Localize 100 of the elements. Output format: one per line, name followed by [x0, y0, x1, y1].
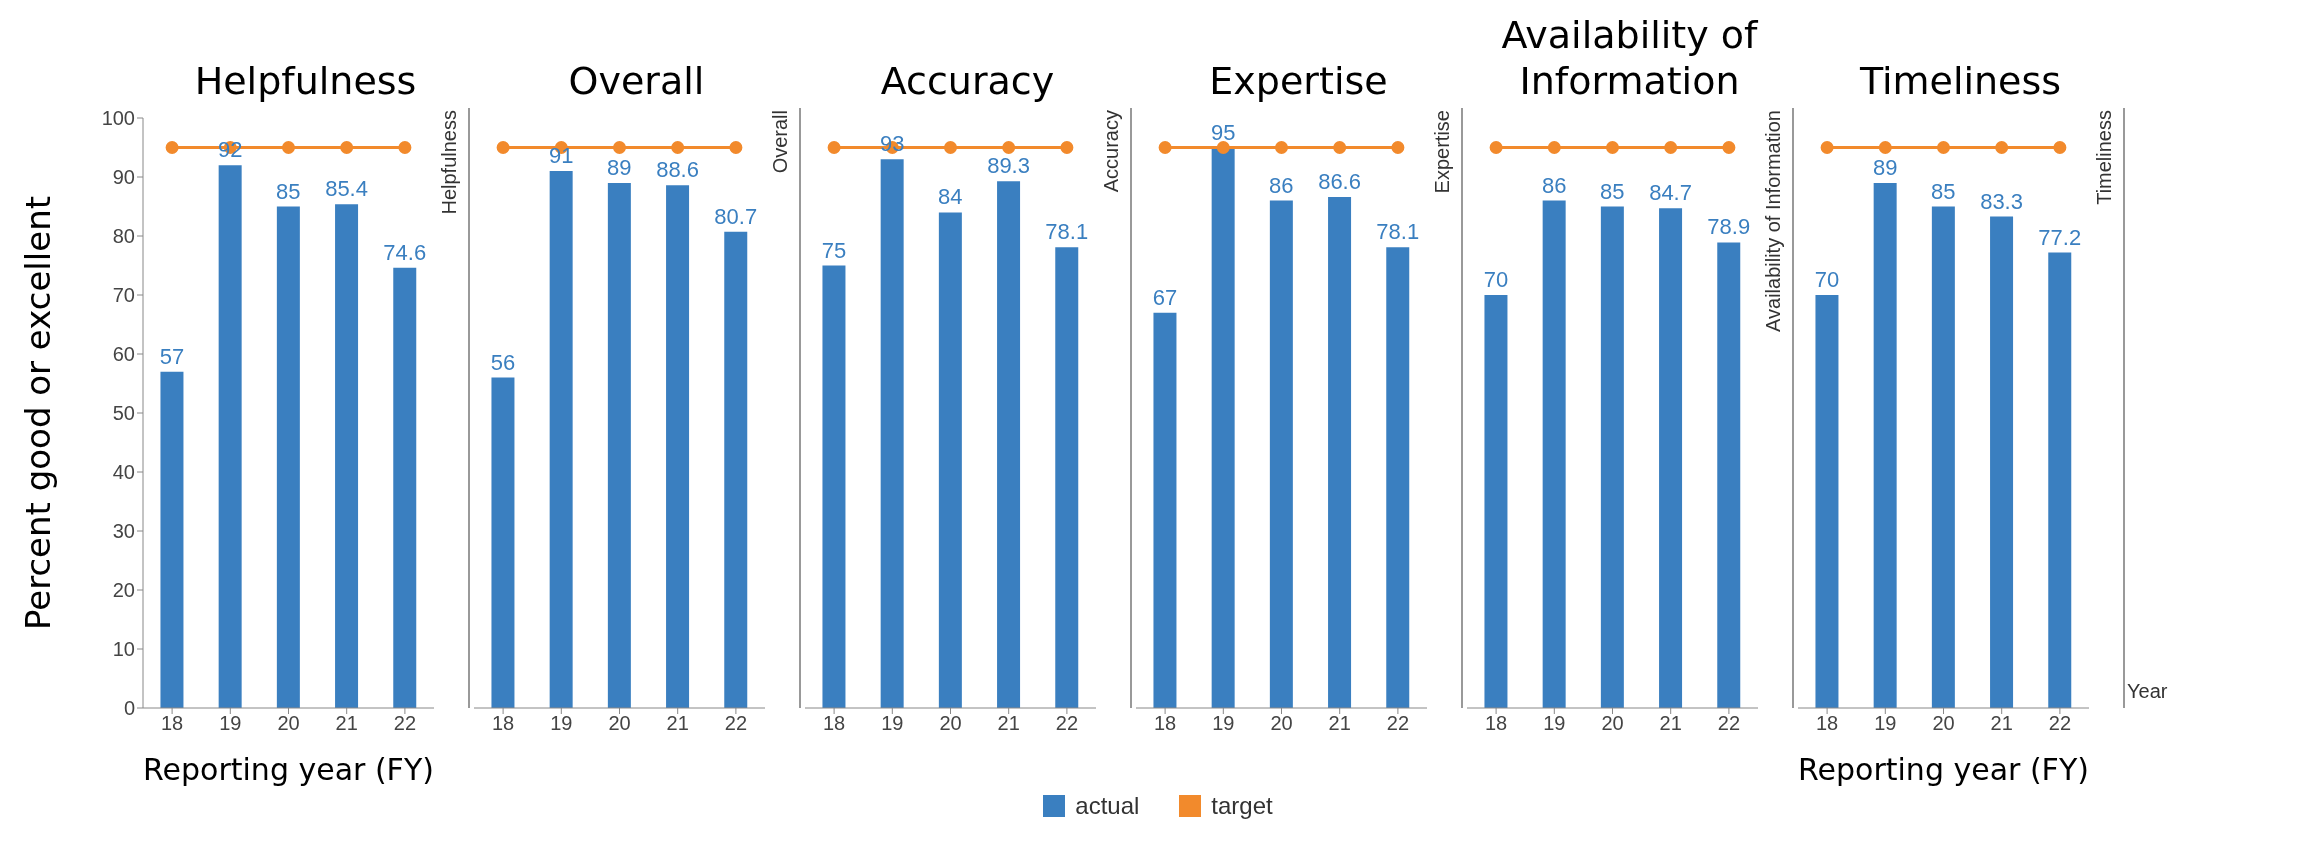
- x-tick-label: 21: [335, 712, 358, 735]
- bar: [549, 171, 573, 708]
- x-tick-label: 20: [1270, 712, 1293, 735]
- legend-label: actual: [1075, 792, 1140, 820]
- data-label: 91: [548, 143, 574, 169]
- y-tick-label: 70: [112, 284, 135, 307]
- data-label: 89.3: [987, 153, 1030, 179]
- x-axis-title: Reporting year (FY): [1798, 752, 2089, 787]
- data-label: 78.1: [1376, 219, 1420, 245]
- x-tick-label: 19: [1212, 712, 1235, 735]
- data-label: 77.2: [2038, 224, 2082, 250]
- bar: [1211, 147, 1235, 708]
- data-label: 85: [1931, 178, 1956, 204]
- x-tick-label: 19: [219, 712, 242, 735]
- bar: [938, 212, 962, 708]
- x-tick-label: 22: [724, 712, 748, 735]
- x-axis-title: Reporting year (FY): [143, 752, 434, 787]
- data-label: 78.9: [1707, 214, 1751, 240]
- x-tick-label: 22: [393, 712, 417, 735]
- x-tick-label: 19: [881, 712, 904, 735]
- bar: [1484, 295, 1508, 708]
- bar: [1269, 200, 1293, 708]
- bar: [276, 206, 300, 708]
- x-tick-label: 18: [160, 712, 184, 735]
- chart-title: Timeliness: [1858, 58, 2063, 105]
- text: Year: [2127, 680, 2168, 703]
- y-tick-label: 90: [112, 166, 135, 189]
- x-tick-label: 20: [608, 712, 631, 735]
- chart-title: Availability of Information: [1500, 12, 1759, 105]
- text: Accuracy: [1100, 110, 1123, 193]
- x-tick-label: 18: [491, 712, 515, 735]
- bar: [1659, 208, 1683, 708]
- x-tick-label: 21: [666, 712, 689, 735]
- bar: [1386, 247, 1410, 708]
- y-tick-label: 80: [112, 225, 135, 248]
- x-tick-label: 19: [1543, 712, 1566, 735]
- x-tick-label: 20: [1932, 712, 1955, 735]
- text: Helpfulness: [438, 110, 461, 215]
- x-tick-label: 21: [1328, 712, 1351, 735]
- data-label: 74.6: [383, 239, 427, 265]
- x-tick-label: 22: [1386, 712, 1410, 735]
- y-tick-label: 30: [112, 520, 135, 543]
- x-tick-label: 18: [1815, 712, 1839, 735]
- y-tick-label: 100: [101, 107, 135, 130]
- data-label: 86: [1269, 172, 1294, 198]
- bar: [666, 185, 690, 708]
- data-label: 83.3: [1980, 188, 2023, 214]
- bar: [491, 377, 515, 708]
- bar: [880, 159, 904, 708]
- bar: [1542, 200, 1566, 708]
- bar: [997, 181, 1021, 708]
- data-label: 89: [1872, 154, 1898, 180]
- data-label: 85: [1600, 178, 1625, 204]
- text: Timeliness: [2093, 110, 2116, 205]
- data-label: 84.7: [1649, 180, 1692, 206]
- data-label: 70: [1814, 267, 1840, 292]
- y-tick-label: 10: [112, 638, 135, 661]
- x-tick-label: 21: [997, 712, 1020, 735]
- x-tick-label: 18: [822, 712, 846, 735]
- data-label: 78.1: [1045, 219, 1089, 245]
- data-label: 86: [1541, 172, 1567, 198]
- data-label: 88.6: [656, 157, 699, 183]
- chart-title: Expertise: [1208, 58, 1389, 105]
- data-label: 57: [159, 343, 185, 369]
- data-label: 86.6: [1318, 169, 1361, 195]
- y-tick-label: 50: [112, 402, 135, 425]
- y-tick-label: 60: [112, 343, 135, 366]
- data-label: 80.7: [714, 203, 758, 229]
- x-tick-label: 21: [1659, 712, 1682, 735]
- bar: [1328, 197, 1352, 708]
- x-tick-label: 22: [1717, 712, 1741, 735]
- data-label: 67: [1152, 284, 1178, 310]
- bar: [218, 165, 242, 708]
- data-label: 89: [607, 154, 632, 180]
- x-tick-label: 21: [1990, 712, 2013, 735]
- text: Availability of Information: [1762, 110, 1785, 332]
- chart-title: Overall: [567, 58, 706, 105]
- y-axis-title: Percent good or excellent: [18, 195, 59, 631]
- data-label: 56: [490, 349, 516, 375]
- data-label: 85: [276, 178, 301, 204]
- data-label: 70: [1483, 267, 1509, 292]
- x-tick-label: 22: [1055, 712, 1079, 735]
- x-tick-label: 19: [550, 712, 573, 735]
- x-tick-label: 18: [1153, 712, 1177, 735]
- x-tick-label: 22: [2048, 712, 2072, 735]
- bar: [724, 231, 748, 708]
- bar: [335, 204, 359, 708]
- bar: [1153, 312, 1177, 708]
- legend-label: target: [1211, 792, 1273, 820]
- x-tick-label: 19: [1874, 712, 1897, 735]
- bar: [822, 265, 846, 708]
- bar: [607, 182, 631, 708]
- chart-title: Accuracy: [879, 58, 1056, 105]
- bar: [160, 371, 184, 708]
- data-label: 75: [821, 237, 847, 263]
- y-tick-label: 20: [112, 579, 135, 602]
- x-tick-label: 20: [939, 712, 962, 735]
- chart-title: Helpfulness: [193, 58, 418, 105]
- bar: [1600, 206, 1624, 708]
- data-label: 85.4: [325, 176, 368, 202]
